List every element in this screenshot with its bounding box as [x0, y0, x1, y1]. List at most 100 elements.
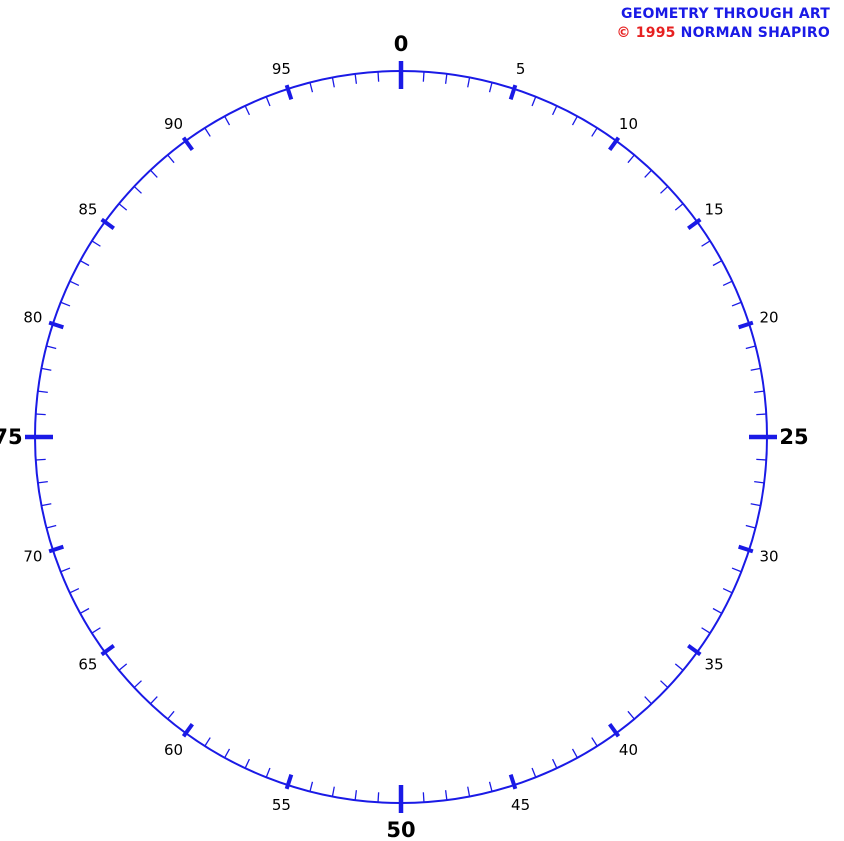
minor-tick-17	[712, 260, 723, 267]
minor-tick-39	[627, 710, 635, 720]
minor-tick-29	[745, 524, 756, 529]
minor-tick-47	[467, 786, 471, 797]
minor-tick-77	[37, 390, 48, 394]
medium-tick-30	[738, 544, 754, 554]
minor-tick-88	[149, 169, 158, 178]
minor-tick-86	[118, 203, 128, 211]
medium-tick-5	[508, 84, 518, 100]
minor-tick-49	[422, 792, 425, 803]
minor-tick-66	[91, 627, 101, 634]
minor-tick-1	[422, 71, 425, 82]
tick-label-55: 55	[272, 796, 291, 814]
minor-tick-84	[91, 240, 101, 247]
minor-tick-74	[35, 458, 46, 461]
tick-label-5: 5	[516, 60, 526, 78]
minor-tick-57	[244, 758, 251, 769]
minor-tick-38	[644, 696, 653, 705]
minor-tick-53	[331, 786, 335, 797]
minor-tick-11	[627, 154, 635, 164]
minor-tick-21	[745, 345, 756, 350]
tick-label-0: 0	[394, 32, 409, 56]
minor-tick-99	[377, 71, 380, 82]
minor-tick-34	[701, 627, 711, 634]
medium-tick-70	[48, 544, 64, 554]
tick-label-70: 70	[23, 548, 42, 566]
medium-tick-95	[284, 84, 294, 100]
minor-tick-13	[660, 185, 669, 194]
minor-tick-51	[377, 792, 380, 803]
medium-tick-10	[608, 136, 621, 151]
tick-label-10: 10	[619, 115, 638, 133]
minor-tick-28	[750, 503, 761, 507]
medium-tick-55	[284, 774, 294, 790]
medium-tick-40	[608, 723, 621, 738]
tick-label-35: 35	[705, 655, 724, 673]
copyright-notice: © 1995	[616, 25, 676, 41]
author-name: NORMAN SHAPIRO	[680, 25, 830, 41]
medium-tick-35	[687, 644, 702, 657]
medium-tick-15	[687, 217, 702, 230]
minor-tick-16	[701, 240, 711, 247]
medium-tick-90	[181, 136, 194, 151]
tick-label-85: 85	[78, 201, 97, 219]
minor-tick-23	[754, 390, 765, 394]
minor-tick-3	[467, 77, 471, 88]
minor-tick-89	[167, 154, 175, 164]
tick-label-15: 15	[705, 201, 724, 219]
medium-tick-80	[48, 320, 64, 330]
minor-tick-7	[551, 105, 558, 116]
minor-tick-78	[41, 367, 52, 371]
minor-tick-98	[354, 73, 358, 84]
minor-tick-67	[79, 607, 90, 614]
minor-tick-52	[354, 790, 358, 801]
tick-label-30: 30	[760, 548, 779, 566]
minor-tick-48	[444, 790, 448, 801]
minor-tick-22	[750, 367, 761, 371]
minor-tick-31	[731, 567, 742, 573]
tick-marks	[25, 61, 777, 813]
medium-tick-60	[181, 723, 194, 738]
medium-tick-85	[100, 217, 115, 230]
minor-tick-42	[571, 748, 578, 759]
minor-tick-76	[35, 413, 46, 416]
tick-label-75: 75	[0, 425, 23, 449]
minor-tick-44	[531, 767, 537, 778]
minor-tick-26	[756, 458, 767, 461]
medium-tick-65	[100, 644, 115, 657]
minor-tick-18	[722, 280, 733, 287]
minor-tick-93	[244, 105, 251, 116]
minor-tick-46	[488, 781, 493, 792]
minor-tick-58	[224, 748, 231, 759]
minor-tick-91	[204, 127, 211, 137]
tick-label-50: 50	[386, 818, 415, 841]
medium-tick-20	[738, 320, 754, 330]
minor-tick-82	[69, 280, 80, 287]
minor-tick-19	[731, 301, 742, 307]
minor-tick-24	[756, 413, 767, 416]
minor-tick-27	[754, 480, 765, 484]
tick-label-90: 90	[164, 115, 183, 133]
minor-tick-92	[224, 115, 231, 126]
minor-tick-33	[712, 607, 723, 614]
minor-tick-14	[674, 203, 684, 211]
tick-label-25: 25	[779, 425, 808, 449]
minor-tick-41	[591, 737, 598, 747]
minor-tick-36	[674, 663, 684, 671]
medium-tick-45	[508, 774, 518, 790]
tick-label-65: 65	[78, 655, 97, 673]
minor-tick-12	[644, 169, 653, 178]
tick-labels: 0 5 10 15 20 25 30 35 40 45 50 55 60 65 70 75 80 85 90 95	[0, 32, 809, 841]
minor-tick-72	[41, 503, 52, 507]
tick-label-45: 45	[511, 796, 530, 814]
tick-label-60: 60	[164, 741, 183, 759]
credit-line: © 1995 NORMAN SHAPIRO	[617, 25, 830, 41]
minor-tick-69	[60, 567, 71, 573]
minor-tick-37	[660, 680, 669, 689]
minor-tick-32	[722, 587, 733, 594]
minor-tick-97	[331, 77, 335, 88]
minor-tick-87	[133, 185, 142, 194]
minor-tick-63	[133, 680, 142, 689]
minor-tick-96	[309, 82, 314, 93]
tick-label-20: 20	[760, 308, 779, 326]
